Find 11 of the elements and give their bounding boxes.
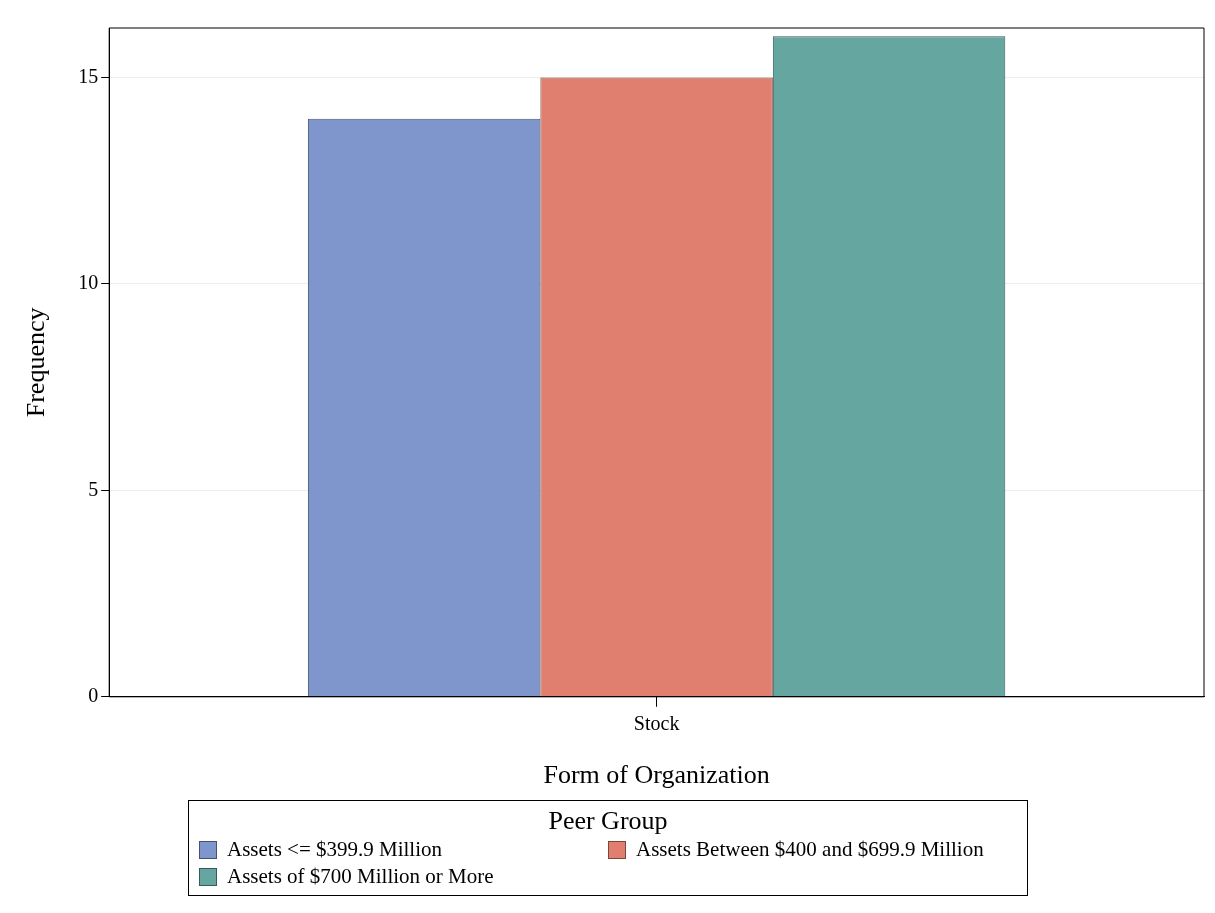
- y-tick-label: 5: [88, 477, 99, 500]
- y-tick-label: 15: [78, 64, 99, 87]
- y-tick-label: 10: [78, 271, 99, 294]
- legend-label: Assets of $700 Million or More: [227, 864, 494, 889]
- y-tick-label: 0: [88, 684, 99, 707]
- legend-label: Assets <= $399.9 Million: [227, 837, 443, 862]
- y-axis-title: Frequency: [21, 307, 51, 418]
- legend-label: Assets Between $400 and $699.9 Million: [636, 837, 984, 862]
- x-tick-label: Stock: [633, 712, 680, 735]
- x-axis-title: Form of Organization: [543, 760, 770, 790]
- legend-title: Peer Group: [547, 805, 669, 837]
